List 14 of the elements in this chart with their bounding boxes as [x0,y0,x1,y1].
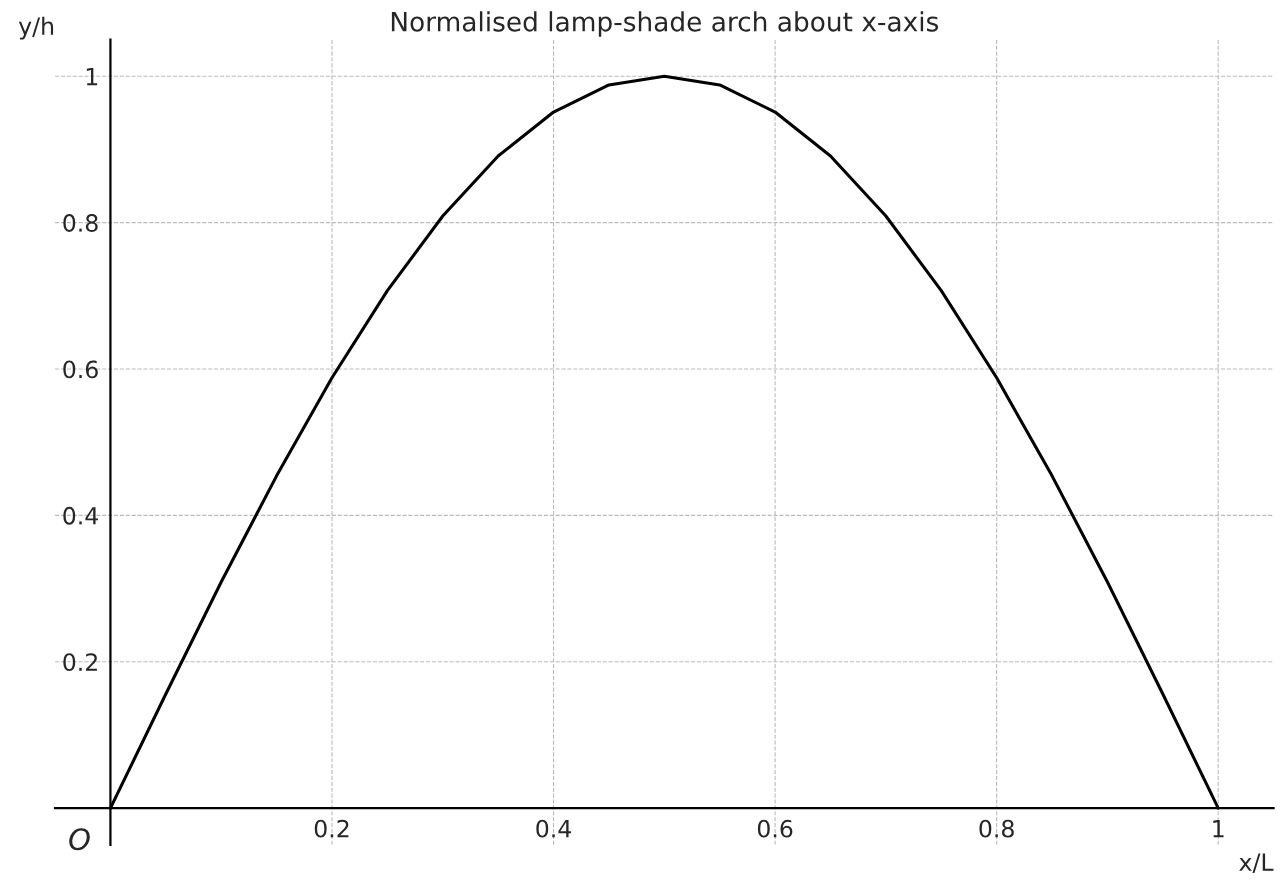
x-tick-label: 0.4 [536,819,571,838]
y-axis-title: y/h [18,16,54,40]
y-tick-label: 1 [86,67,98,86]
y-tick-label: 0.6 [63,360,98,379]
annotation: O [69,828,90,851]
x-axis-title: x/L [1239,853,1274,873]
x-tick-label: 0.6 [757,819,793,838]
chart-title: Normalised lamp-shade arch about x-axis [391,11,939,37]
x-tick-label: 0.2 [314,819,349,838]
x-tick-label: 0.8 [979,819,1014,838]
y-tick-label: 0.8 [63,214,98,232]
y-tick-label: 0.4 [63,506,98,525]
y-tick-label: 0.2 [63,653,97,672]
x-tick-label: 1 [1213,820,1224,838]
